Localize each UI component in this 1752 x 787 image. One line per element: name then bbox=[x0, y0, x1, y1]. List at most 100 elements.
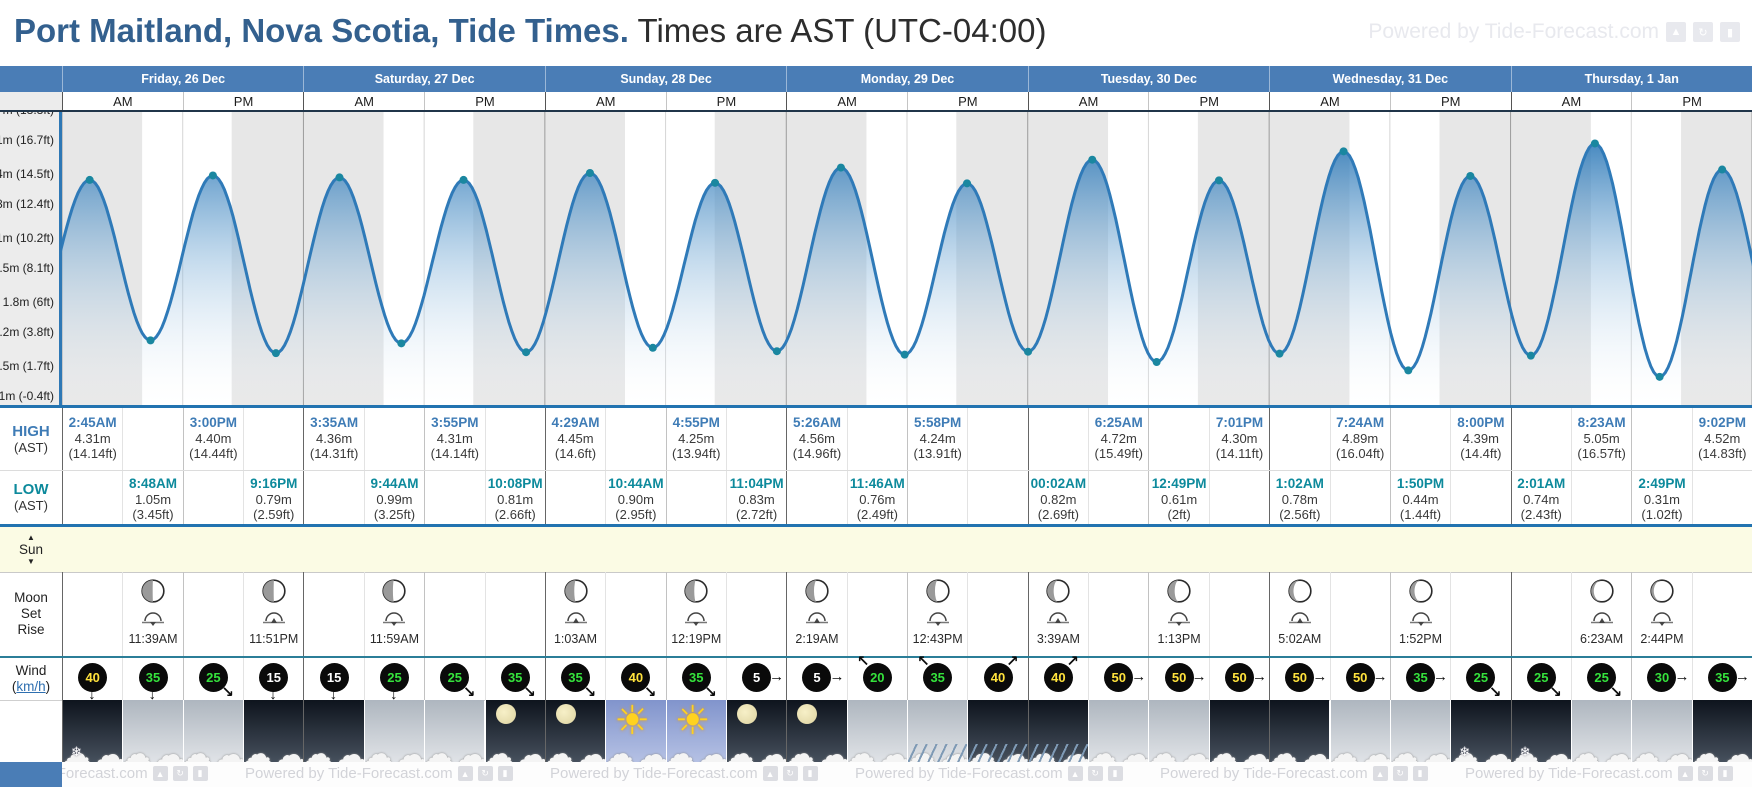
pm-label: PM bbox=[1389, 92, 1511, 110]
cloud-icon: ☁ bbox=[1389, 738, 1419, 762]
low-tide-height-m: 0.90m bbox=[617, 492, 654, 507]
high-tide-time: 9:02PM bbox=[1698, 415, 1746, 430]
wind-speed-badge: 15 ↓ bbox=[319, 663, 349, 702]
wind-direction-arrow: ↖ bbox=[917, 653, 930, 670]
wind-speed-badge: 50 → bbox=[1345, 663, 1388, 692]
high-tide-entry: 6:25AM 4.72m (15.49ft) bbox=[1088, 408, 1148, 470]
weather-icon-cloud: ☁☁ bbox=[1631, 700, 1692, 762]
moon-cell bbox=[182, 572, 243, 656]
weather-icon-cloud: ☁☁ bbox=[1691, 700, 1752, 762]
low-cell bbox=[303, 470, 363, 524]
pm-label: PM bbox=[424, 92, 545, 110]
rain-streaks-icon bbox=[1028, 744, 1089, 762]
cloud-icon: ☁ bbox=[1269, 738, 1299, 762]
high-tide-height-m: 5.05m bbox=[1583, 431, 1620, 446]
high-cell bbox=[1389, 408, 1450, 470]
moon-cell bbox=[1208, 572, 1269, 656]
wind-direction-arrow: ↓ bbox=[389, 686, 398, 703]
moon-set-time: 2:44PM bbox=[1640, 632, 1684, 646]
low-tide-height-m: 0.81m bbox=[497, 492, 534, 507]
sun-expand-up-icon[interactable]: ▲ bbox=[27, 532, 35, 542]
wind-cell windq: 15 ↓ bbox=[243, 658, 303, 702]
high-tide-height-m: 4.36m bbox=[316, 431, 353, 446]
sun-icon: ☀ bbox=[674, 700, 711, 743]
wind-speed-badge: 35 → bbox=[1707, 663, 1750, 692]
weather-icon-cloud: ☁☁ bbox=[1570, 700, 1632, 762]
tide-extremum-dot bbox=[1590, 139, 1599, 148]
moon-cell bbox=[1691, 572, 1752, 656]
high-cell bbox=[725, 408, 786, 470]
low-tide-entry: 9:44AM 0.99m (3.25ft) bbox=[363, 470, 424, 524]
day-header-1: Saturday, 27 Dec bbox=[303, 66, 545, 92]
watermark-badge-icon: ▲ bbox=[1372, 766, 1388, 781]
moon-set-icon bbox=[926, 609, 949, 632]
watermark-badge-icon: ▲ bbox=[762, 766, 778, 781]
high-tide-entry: 4:55PM 4.25m (13.94ft) bbox=[665, 408, 726, 470]
cloud-icon: ☁ bbox=[1631, 738, 1661, 762]
tide-extremum-dot bbox=[1466, 171, 1475, 180]
weather-icon-cloud: ☁☁ bbox=[122, 700, 183, 762]
wind-speed-badge: 25 ↘ bbox=[198, 663, 234, 700]
wind-cell windq: 40 ↗ bbox=[967, 654, 1027, 700]
low-tide-height-m: 0.82m bbox=[1040, 492, 1077, 507]
low-tide-height-ft: (1.02ft) bbox=[1641, 507, 1683, 522]
tide-extremum-dot bbox=[1339, 147, 1348, 156]
high-tide-entry: 3:00PM 4.40m (14.44ft) bbox=[182, 408, 243, 470]
moon-set-entry: 11:39AM bbox=[122, 572, 182, 656]
moon-set-entry: 11:59AM bbox=[363, 572, 424, 656]
high-tide-entry: 3:35AM 4.36m (14.31ft) bbox=[303, 408, 363, 470]
moon-set-entry: 1:13PM bbox=[1148, 572, 1208, 656]
chart-left-border bbox=[59, 112, 62, 405]
row-separator bbox=[0, 524, 1752, 527]
wind-speed-badge: 20 ↖ bbox=[857, 654, 892, 692]
tide-extremum-dot bbox=[208, 171, 217, 180]
pm-label: PM bbox=[1631, 92, 1752, 110]
low-cell bbox=[62, 470, 122, 524]
sun-expand-down-icon[interactable]: ▼ bbox=[27, 556, 35, 566]
weather-icon-cloud: ☁☁ bbox=[243, 700, 304, 762]
weather-icon-snow-cloud: ☁☁❄ bbox=[62, 700, 123, 762]
wind-speed-badge: 25 ↘ bbox=[1587, 663, 1622, 700]
moon-phase-icon bbox=[563, 578, 589, 609]
low-tide-time: 10:08PM bbox=[487, 476, 543, 491]
low-tide-entry: 11:04PM 0.83m (2.72ft) bbox=[725, 470, 786, 524]
wind-speed-badge: 5 → bbox=[802, 663, 844, 692]
low-tide-time: 9:16PM bbox=[250, 476, 298, 491]
cloud-icon: ☁ bbox=[1116, 734, 1148, 762]
wind-direction-arrow: ↖ bbox=[856, 653, 870, 670]
high-tide-height-ft: (13.94ft) bbox=[672, 446, 721, 461]
high-cell bbox=[243, 408, 303, 470]
tide-extremum-dot bbox=[85, 175, 94, 184]
high-tide-height-m: 4.31m bbox=[436, 431, 473, 446]
high-tide-time: 2:45AM bbox=[68, 415, 117, 430]
high-tide-height-ft: (16.04ft) bbox=[1335, 446, 1385, 461]
y-axis-tick: 0.5m (1.7ft) bbox=[0, 359, 54, 374]
wind-speed-badge: 40 ↗ bbox=[983, 654, 1019, 692]
low-tide-time: 9:44AM bbox=[370, 476, 419, 491]
rain-streaks-icon bbox=[908, 744, 968, 762]
moon-set-icon bbox=[1650, 609, 1673, 632]
watermark-badge-icon: ↻ bbox=[1693, 22, 1713, 42]
moon-set-entry: 12:19PM bbox=[665, 572, 726, 656]
moon-set-icon bbox=[383, 609, 406, 632]
kmh-unit-link[interactable]: km/h bbox=[16, 679, 46, 694]
tide-extremum-dot bbox=[585, 169, 594, 178]
wind-direction-arrow: → bbox=[1734, 668, 1750, 685]
watermark-badge-icon: ▮ bbox=[497, 766, 513, 781]
y-axis-tick: 5.7m (18.8ft) bbox=[0, 112, 54, 117]
y-axis-labels: 5.7m (18.8ft) 5.1m (16.7ft) 4.4m (14.5ft) 3… bbox=[0, 112, 56, 405]
wind-cell windq: 50 → bbox=[1148, 658, 1208, 700]
low-tide-height-m: 0.76m bbox=[859, 492, 896, 507]
wind-direction-arrow: → bbox=[829, 668, 845, 685]
wind-direction-arrow: → bbox=[1312, 668, 1328, 685]
moon-set-time: 11:39AM bbox=[128, 632, 178, 646]
wind-direction-arrow: ↗ bbox=[1005, 653, 1019, 670]
cloud-icon: ☁ bbox=[122, 738, 152, 762]
low-tide-height-ft: (2ft) bbox=[1167, 507, 1191, 522]
cloud-icon: ☁ bbox=[544, 738, 574, 762]
moon-rise-icon bbox=[805, 609, 828, 632]
wind-row-label: Wind (km/h) bbox=[11, 663, 51, 694]
sun-icon: ☀ bbox=[614, 700, 651, 743]
tide-extremum-dot bbox=[711, 178, 720, 187]
cloud-icon: ☁ bbox=[1297, 734, 1329, 762]
